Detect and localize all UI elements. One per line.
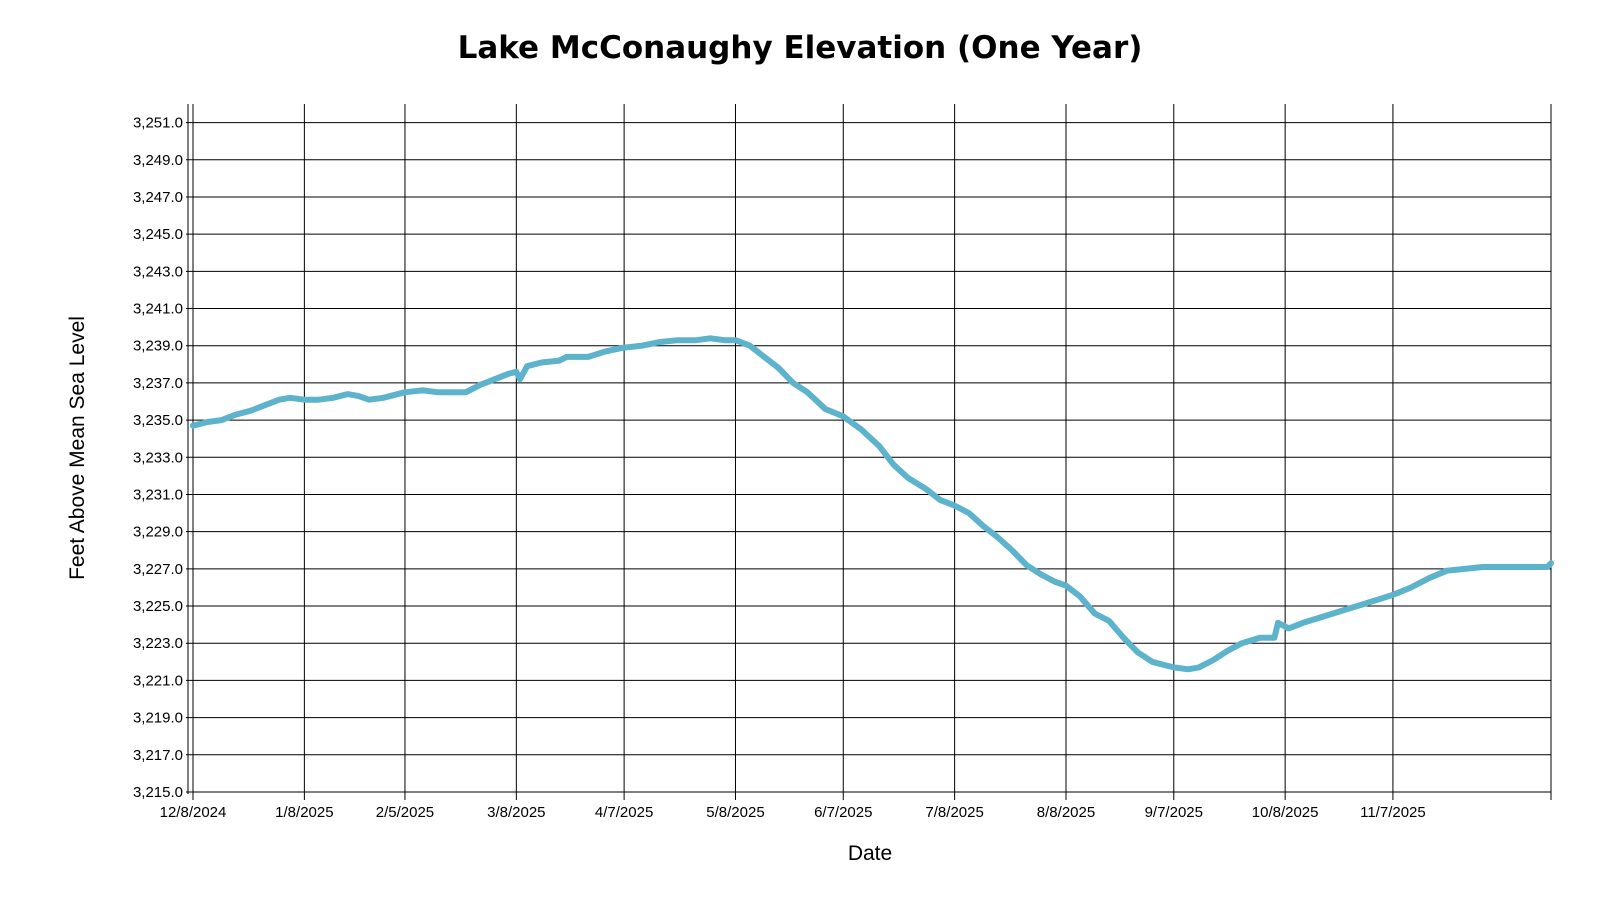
x-tick-label: 2/5/2025 xyxy=(376,804,434,821)
y-tick-label: 3,217.0 xyxy=(133,747,183,764)
x-tick-label: 11/7/2025 xyxy=(1360,804,1426,821)
y-tick-label: 3,251.0 xyxy=(133,115,183,132)
y-tick-label: 3,235.0 xyxy=(133,412,183,429)
y-tick-label: 3,229.0 xyxy=(133,524,183,541)
y-tick-label: 3,221.0 xyxy=(133,672,183,689)
y-tick-label: 3,239.0 xyxy=(133,338,183,355)
x-tick-label: 7/8/2025 xyxy=(925,804,983,821)
y-tick-label: 3,223.0 xyxy=(133,635,183,652)
x-tick-label: 5/8/2025 xyxy=(706,804,764,821)
x-tick-label: 6/7/2025 xyxy=(814,804,872,821)
x-tick-label: 1/8/2025 xyxy=(275,804,333,821)
x-tick-label: 3/8/2025 xyxy=(487,804,545,821)
y-axis-title: Feet Above Mean Sea Level xyxy=(66,316,89,580)
y-tick-label: 3,247.0 xyxy=(133,189,183,206)
series-layer xyxy=(190,335,1554,673)
y-tick-label: 3,227.0 xyxy=(133,561,183,578)
x-tick-label: 10/8/2025 xyxy=(1252,804,1319,821)
x-tick-label: 12/8/2024 xyxy=(160,804,227,821)
y-tick-label: 3,233.0 xyxy=(133,449,183,466)
grid xyxy=(186,104,1552,800)
chart-title: Lake McConaughy Elevation (One Year) xyxy=(457,30,1143,66)
y-tick-label: 3,219.0 xyxy=(133,710,183,727)
axes: 3,215.0 3,217.0 3,219.0 3,221.0 3,223.0 3,225… xyxy=(133,104,1426,821)
series-line xyxy=(190,335,1554,673)
y-tick-label: 3,237.0 xyxy=(133,375,183,392)
y-tick-label: 3,243.0 xyxy=(133,263,183,280)
y-tick-label: 3,241.0 xyxy=(133,301,183,318)
x-tick-label: 4/7/2025 xyxy=(595,804,653,821)
y-tick-label: 3,215.0 xyxy=(133,784,183,801)
y-tick-label: 3,231.0 xyxy=(133,486,183,503)
y-tick-label: 3,245.0 xyxy=(133,226,183,243)
x-tick-label: 8/8/2025 xyxy=(1037,804,1095,821)
y-tick-label: 3,225.0 xyxy=(133,598,183,615)
x-axis-title: Date xyxy=(848,842,892,865)
y-tick-label: 3,249.0 xyxy=(133,152,183,169)
x-tick-label: 9/7/2025 xyxy=(1145,804,1203,821)
